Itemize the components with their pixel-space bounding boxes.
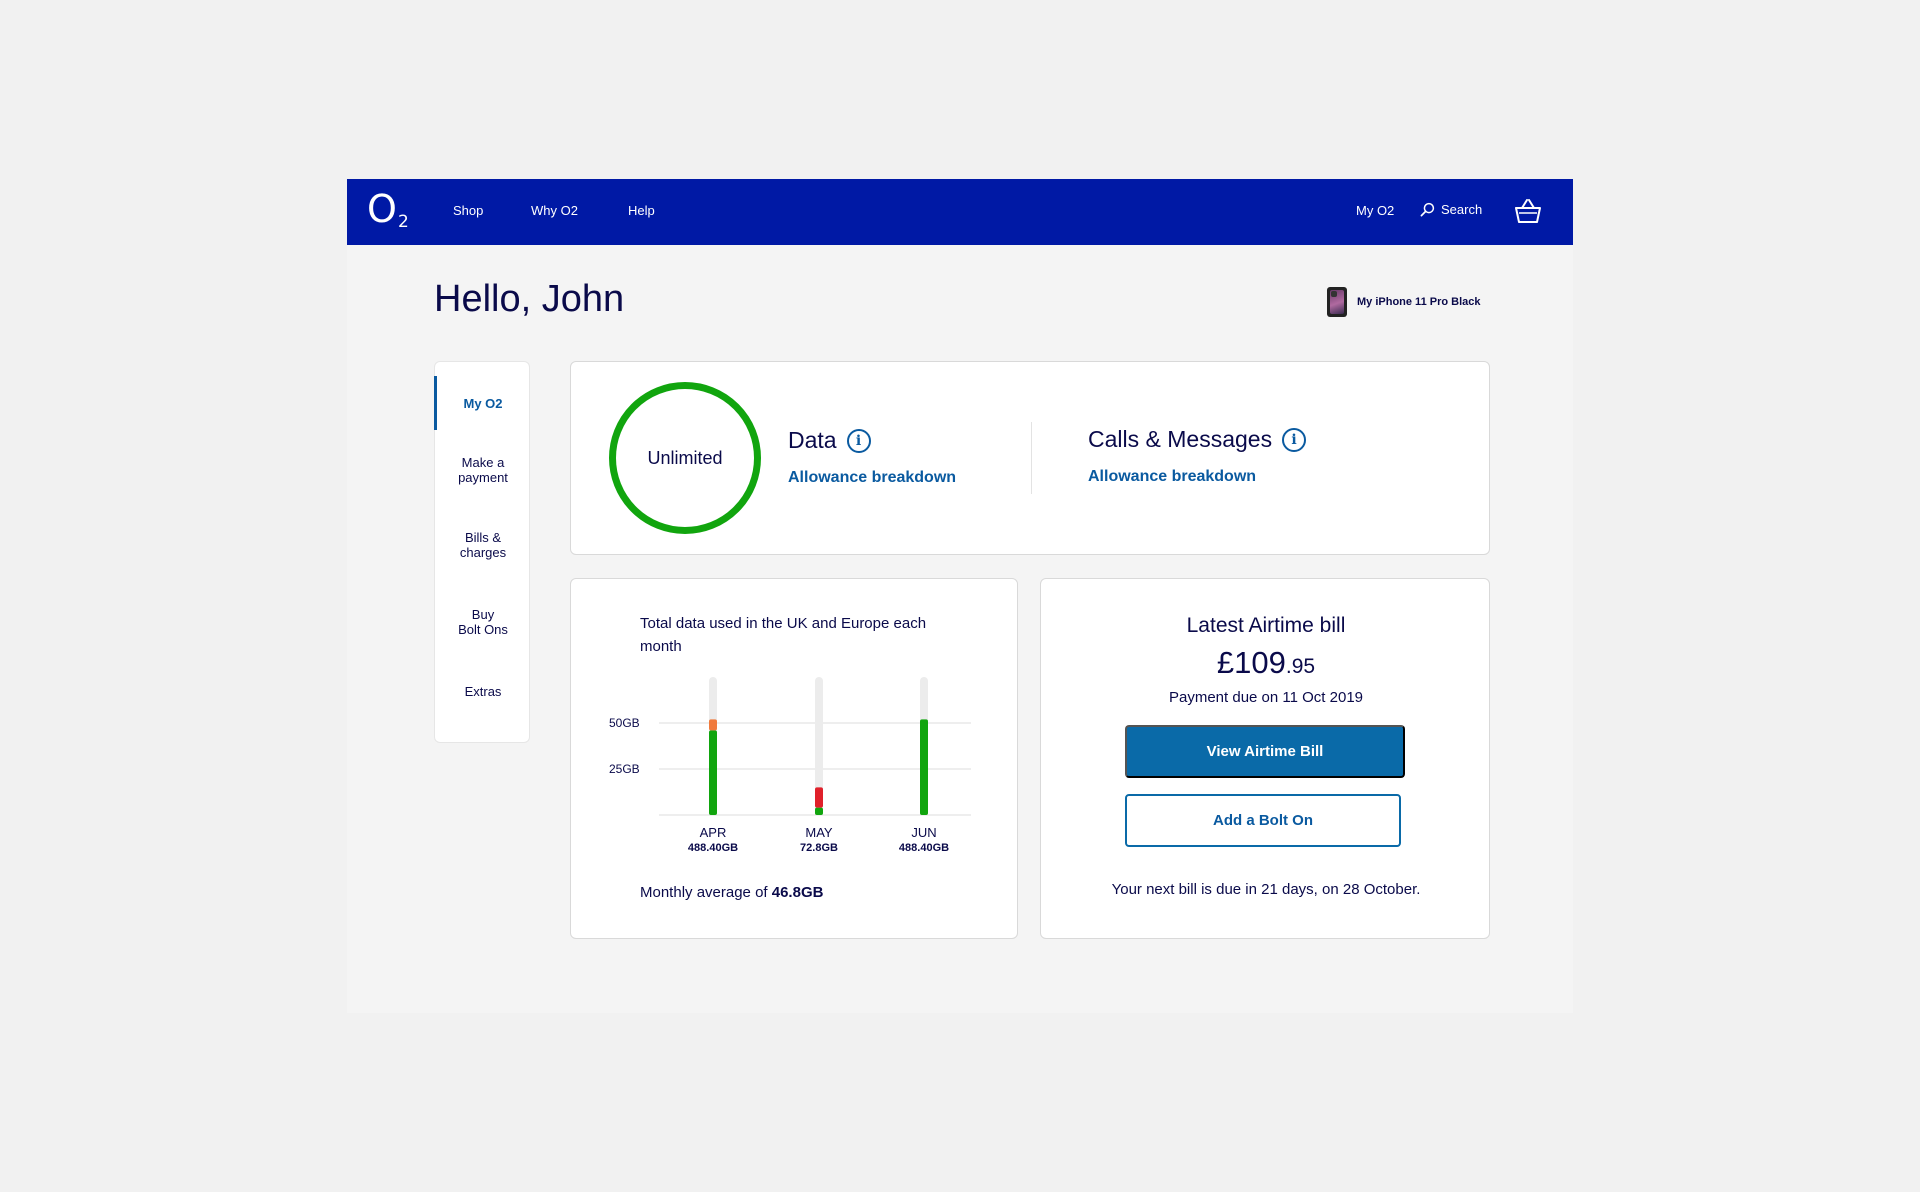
calls-allowance-title: Calls & Messages i xyxy=(1088,426,1307,453)
allowance-card: Unlimited Data i Allowance breakdown Cal… xyxy=(570,361,1490,555)
info-icon[interactable]: i xyxy=(846,428,871,453)
sidebar-item-label: payment xyxy=(458,470,508,485)
search-label: Search xyxy=(1441,202,1483,217)
o2-logo[interactable]: O 2 xyxy=(367,187,417,237)
device-selector[interactable]: My iPhone 11 Pro Black xyxy=(1327,287,1481,317)
bar-segment xyxy=(920,719,928,815)
sidebar-item-label: Buy xyxy=(471,607,495,622)
page-title: Hello, John xyxy=(434,278,625,320)
bar-segment xyxy=(709,719,717,731)
nav-shop[interactable]: Shop xyxy=(453,203,484,218)
x-tick-label: JUN xyxy=(911,825,936,840)
average-value: 46.8GB xyxy=(771,884,824,901)
bar-segment xyxy=(815,807,823,815)
y-tick-label: 25GB xyxy=(609,762,640,776)
y-tick-label: 50GB xyxy=(609,716,640,730)
bar-segment xyxy=(709,730,717,815)
sidebar-item-my-o2[interactable]: My O2 xyxy=(463,396,503,411)
phone-icon xyxy=(1327,287,1347,317)
info-icon[interactable]: i xyxy=(1282,427,1307,452)
bill-amount: £109.95 xyxy=(1041,645,1491,681)
data-label: 72.8GB xyxy=(800,842,838,854)
logo-letter: O xyxy=(367,187,397,231)
bill-title: Latest Airtime bill xyxy=(1186,614,1346,637)
payment-due: Payment due on 11 Oct 2019 xyxy=(1168,689,1364,706)
top-nav-bar: O 2 Shop Why O2 Help My O2 Search xyxy=(347,179,1573,245)
data-label: 488.40GB xyxy=(688,842,738,854)
data-usage-chart: 25GB 50GB APR 488.40GB MAY 72.8GB JUN 488.40GB xyxy=(609,677,971,854)
nav-why-o2[interactable]: Why O2 xyxy=(531,203,578,218)
chart-title: Total data used in the UK and Europe eac… xyxy=(640,615,927,655)
data-allowance-title: Data i xyxy=(788,427,871,454)
nav-help[interactable]: Help xyxy=(628,203,655,218)
next-bill-note: Your next bill is due in 21 days, on 28 … xyxy=(1111,881,1421,898)
data-title: Data xyxy=(788,427,837,453)
sidebar-item-label: Bolt Ons xyxy=(458,622,508,637)
calls-allowance-breakdown-link[interactable]: Allowance breakdown xyxy=(1088,468,1257,485)
data-allowance-breakdown-link[interactable]: Allowance breakdown xyxy=(788,469,957,486)
sidebar-item-buy-bolt-ons[interactable]: Buy Bolt Ons xyxy=(435,607,531,637)
sidebar-item-bills-charges[interactable]: Bills & charges xyxy=(435,530,531,560)
data-label: 488.40GB xyxy=(899,842,949,854)
nav-search[interactable]: Search xyxy=(1420,202,1482,217)
divider xyxy=(1031,422,1032,494)
add-bolt-on-button[interactable]: Add a Bolt On xyxy=(1125,794,1401,847)
bill-amount-pence: .95 xyxy=(1285,655,1316,678)
x-tick-label: APR xyxy=(700,825,727,840)
ring-label: Unlimited xyxy=(647,447,723,468)
bill-card: Latest Airtime bill £109.95 Payment due … xyxy=(1040,578,1490,939)
device-label: My iPhone 11 Pro Black xyxy=(1357,296,1481,308)
basket-icon[interactable] xyxy=(1513,197,1543,225)
sidebar-item-label: charges xyxy=(459,545,507,560)
logo-subscript: 2 xyxy=(398,212,409,232)
monthly-average: Monthly average of 46.8GB xyxy=(640,884,823,901)
nav-my-o2[interactable]: My O2 xyxy=(1356,203,1395,218)
view-airtime-bill-button[interactable]: View Airtime Bill xyxy=(1125,725,1405,778)
bill-amount-pounds: £109 xyxy=(1216,645,1286,680)
calls-title: Calls & Messages xyxy=(1088,426,1273,452)
unlimited-ring: Unlimited xyxy=(609,382,761,534)
bar-track xyxy=(815,677,823,815)
bar-segment xyxy=(815,787,823,808)
sidebar-item-label: Make a xyxy=(461,455,505,470)
x-tick-label: MAY xyxy=(805,825,833,840)
sidebar-item-label: Bills & xyxy=(464,530,502,545)
sidebar-item-extras[interactable]: Extras xyxy=(464,684,502,699)
sidebar-item-make-payment[interactable]: Make a payment xyxy=(435,455,531,485)
search-icon xyxy=(1420,202,1435,217)
average-prefix: Monthly average of xyxy=(640,884,768,901)
sidebar-active-indicator xyxy=(434,376,437,430)
sidebar-menu: My O2 Make a payment Bills & charges Buy… xyxy=(434,361,530,743)
data-usage-card: Total data used in the UK and Europe eac… xyxy=(570,578,1018,939)
page-frame: O 2 Shop Why O2 Help My O2 Search Hello,… xyxy=(347,179,1573,1013)
